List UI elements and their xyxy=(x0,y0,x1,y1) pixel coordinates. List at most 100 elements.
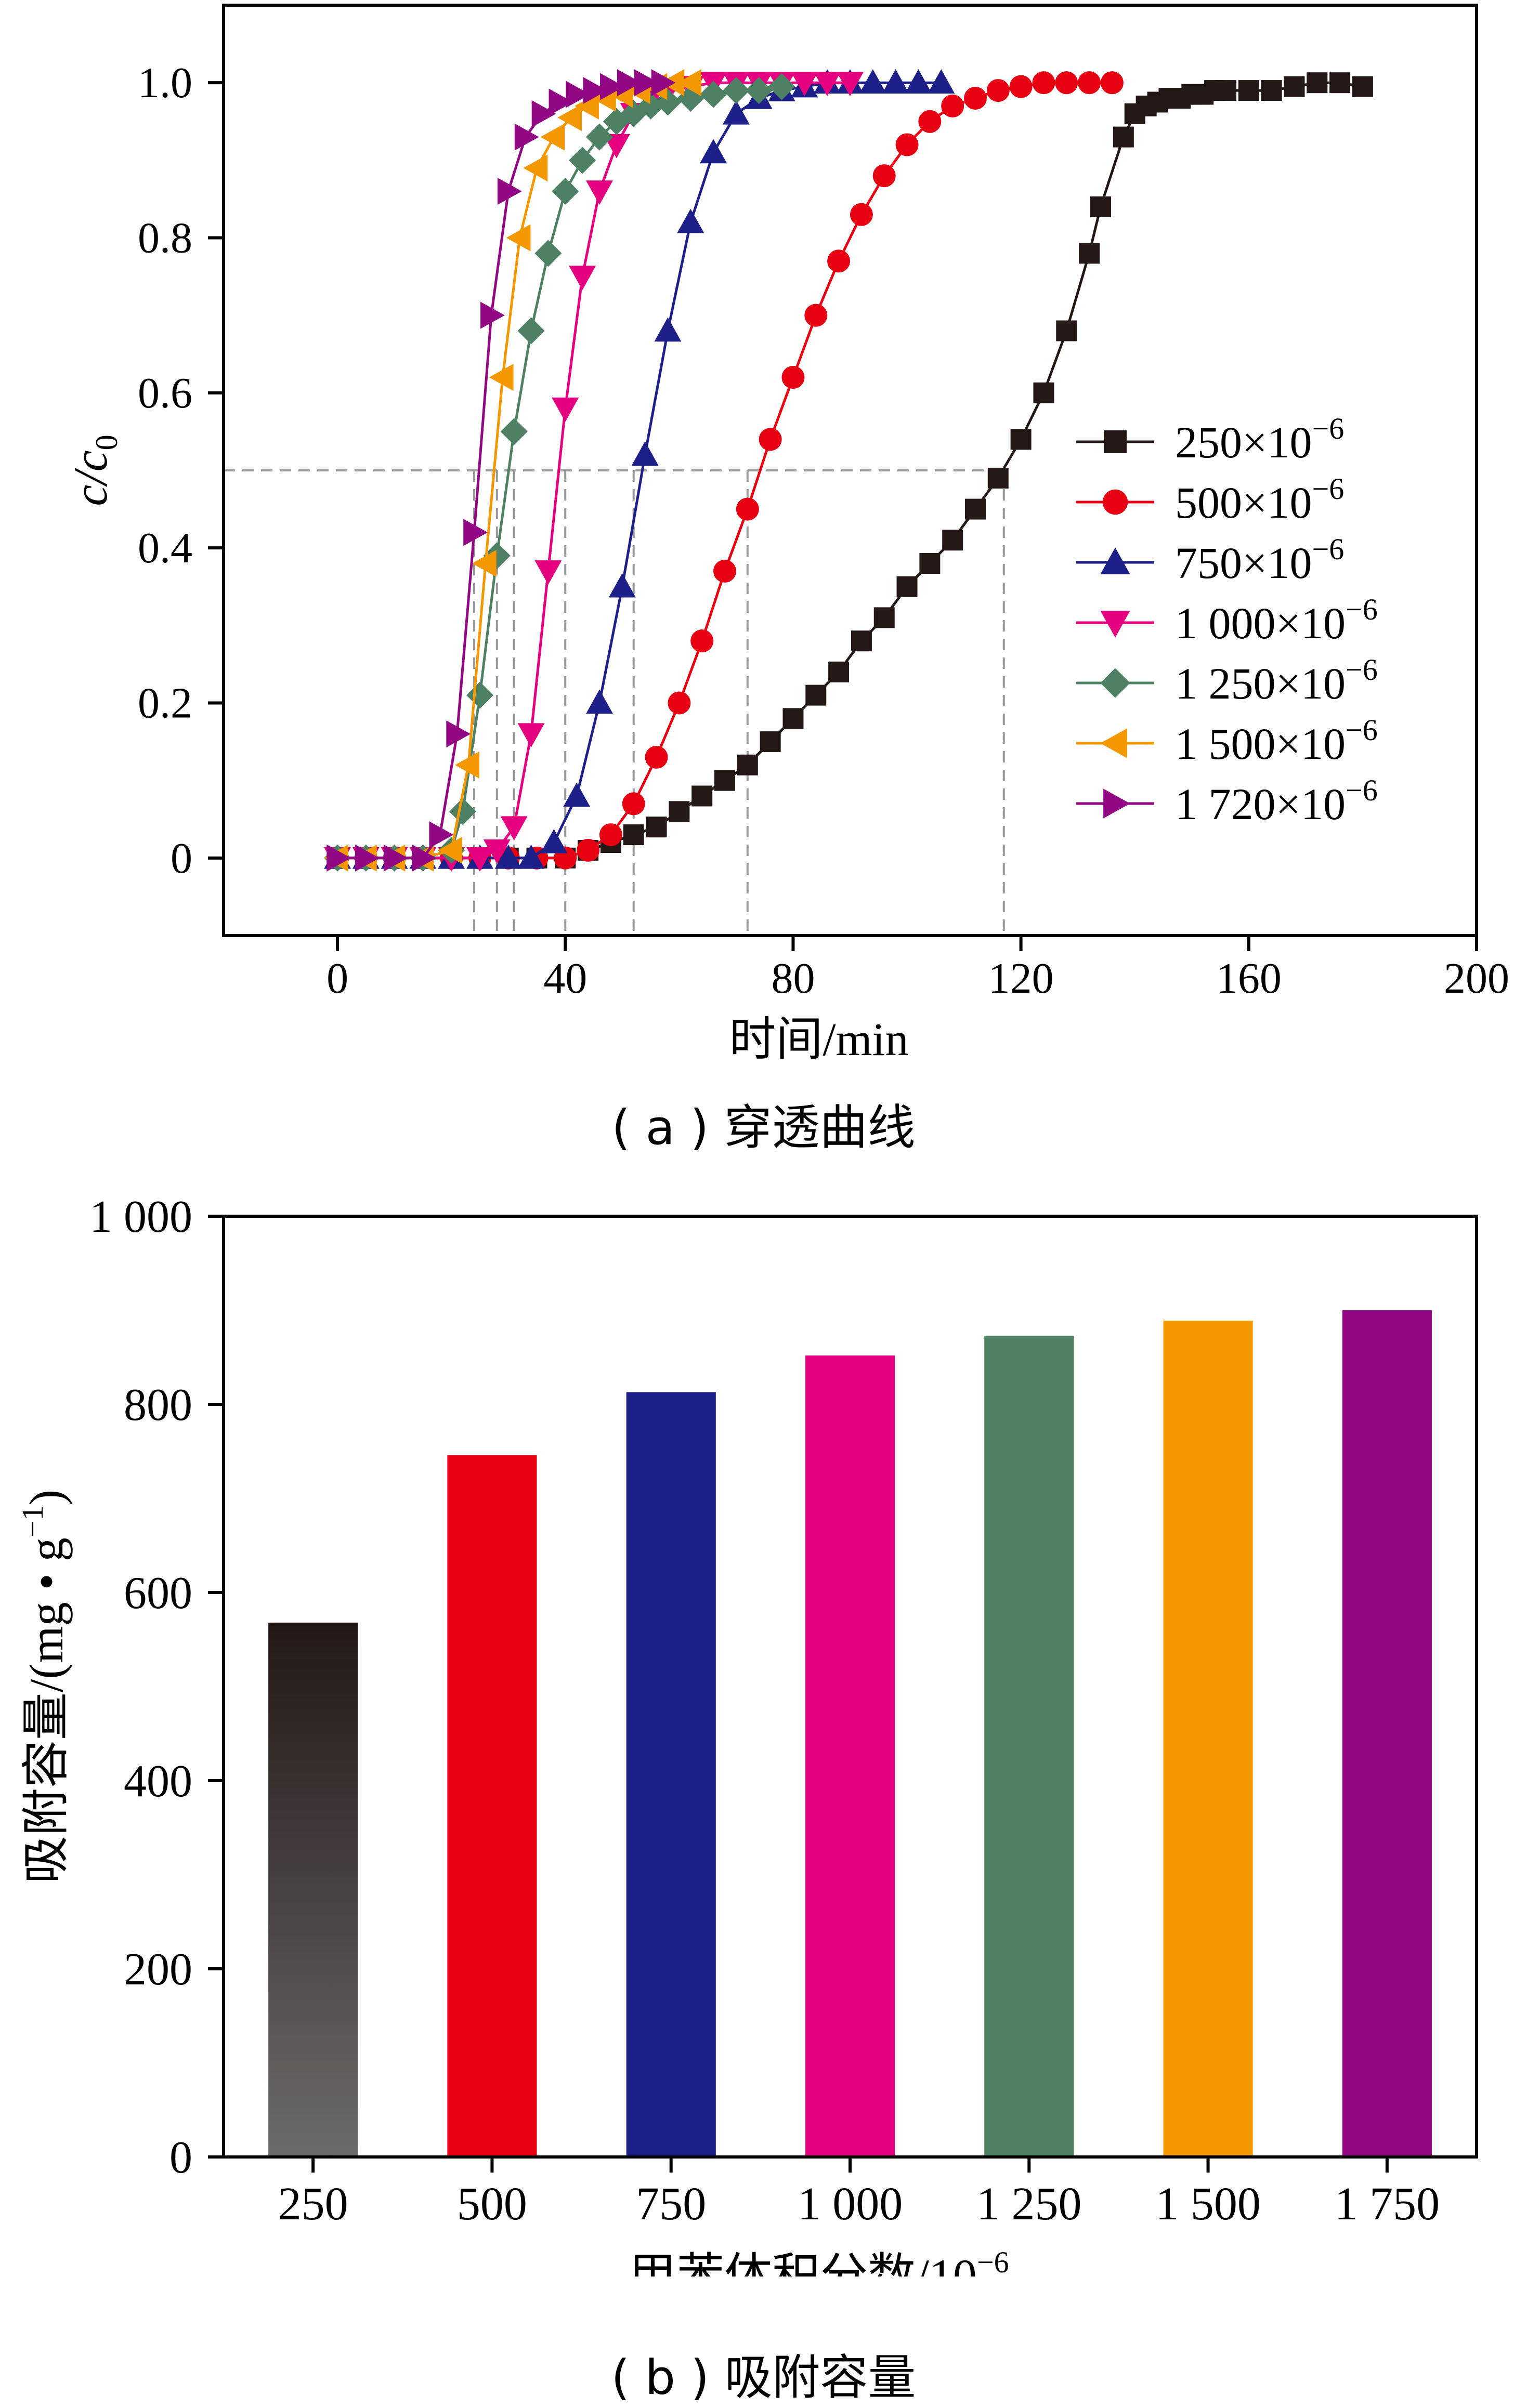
x-tick-label: 500 xyxy=(457,2178,527,2230)
x-tick-label: 1 750 xyxy=(1335,2178,1440,2230)
data-point xyxy=(1079,243,1100,264)
data-point xyxy=(714,770,735,791)
data-point xyxy=(355,844,380,872)
y-tick-label: 0 xyxy=(169,2133,192,2183)
data-point xyxy=(534,560,562,585)
caption-a: ( a ) 穿透曲线 xyxy=(611,1100,916,1155)
legend-label: 500×10−6 xyxy=(1175,472,1344,528)
x-tick-label: 160 xyxy=(1216,954,1282,1003)
legend-label: 1 000×10−6 xyxy=(1175,593,1378,648)
data-point xyxy=(928,69,955,94)
data-point xyxy=(383,844,408,872)
data-point xyxy=(827,249,851,273)
y-tick-label: 800 xyxy=(124,1380,192,1430)
data-point xyxy=(986,79,1010,102)
data-point xyxy=(700,81,727,108)
data-point xyxy=(494,844,522,869)
data-point xyxy=(489,364,514,391)
data-point xyxy=(654,317,682,342)
data-point xyxy=(919,553,941,574)
data-point xyxy=(1009,75,1033,98)
data-point xyxy=(1010,429,1032,450)
data-point xyxy=(850,203,873,226)
legend-label: 250×10−6 xyxy=(1175,412,1344,467)
data-point xyxy=(449,798,477,825)
data-point xyxy=(517,844,545,869)
data-point xyxy=(859,69,886,94)
data-point xyxy=(700,139,727,164)
bar xyxy=(268,1622,358,2157)
legend-exponent: −6 xyxy=(1346,713,1378,747)
x-tick-label: 80 xyxy=(771,954,815,1003)
data-point xyxy=(600,73,624,100)
legend-exponent: −6 xyxy=(1346,653,1378,687)
y-axis-label-exponent: −1 xyxy=(16,1505,49,1537)
y-tick-label: 0.2 xyxy=(138,679,192,728)
data-point xyxy=(1284,76,1305,97)
data-point xyxy=(446,720,471,748)
data-point xyxy=(745,77,773,104)
data-point xyxy=(805,685,827,706)
data-point xyxy=(523,154,548,182)
data-point xyxy=(651,69,676,97)
breakthrough-chart: 0 40 80 120 160 200 0 0.2 0.4 0.6 0.8 1.0 时间/min c/c0… xyxy=(64,4,1509,1065)
data-point xyxy=(722,77,750,104)
x-tick-label: 200 xyxy=(1444,954,1509,1003)
data-point xyxy=(1056,320,1077,341)
data-point xyxy=(918,110,942,133)
plot-frame xyxy=(222,4,1478,937)
data-point xyxy=(466,847,493,872)
legend-marker xyxy=(1102,489,1128,515)
y-axis-label: 吸附容量/(mg • g−1) xyxy=(16,1490,73,1884)
data-point xyxy=(583,77,608,104)
data-point xyxy=(455,751,479,779)
y-tick-label: 1 000 xyxy=(89,1192,192,1242)
data-point xyxy=(895,133,919,156)
y-tick-label: 0.6 xyxy=(138,369,192,417)
data-point xyxy=(569,147,596,174)
data-point xyxy=(549,88,573,116)
data-point xyxy=(517,317,545,345)
data-point xyxy=(987,467,1009,489)
data-point xyxy=(736,497,759,521)
data-point xyxy=(872,164,896,188)
data-point xyxy=(677,69,702,97)
data-point xyxy=(531,100,556,127)
data-point xyxy=(646,817,667,838)
data-point xyxy=(586,180,613,205)
data-point xyxy=(631,441,659,466)
data-point xyxy=(540,829,568,853)
legend-marker xyxy=(1104,430,1127,453)
data-point xyxy=(942,530,963,551)
data-point xyxy=(586,689,613,714)
caption-b: ( b ) 吸附容量 xyxy=(611,2350,916,2405)
x-axis-label: 时间/min xyxy=(729,1014,908,1065)
legend-exponent: −6 xyxy=(1346,773,1378,807)
x-tick-label: 250 xyxy=(278,2178,348,2230)
data-point xyxy=(552,397,579,422)
y-axis-label: c/c0 xyxy=(64,435,124,506)
data-point xyxy=(517,723,545,748)
data-point xyxy=(768,73,795,100)
legend-label: 1 500×10−6 xyxy=(1175,713,1378,769)
data-point xyxy=(1055,71,1078,95)
data-point xyxy=(1238,80,1259,101)
data-point xyxy=(1329,72,1351,94)
data-point xyxy=(540,123,565,151)
legend-marker xyxy=(1100,728,1127,758)
plot-frame xyxy=(222,1215,1478,2159)
legend-marker xyxy=(1100,668,1130,698)
data-point xyxy=(905,69,932,94)
bar xyxy=(1163,1320,1253,2157)
data-point xyxy=(1113,126,1134,148)
bars xyxy=(268,1310,1432,2157)
data-point xyxy=(804,304,828,327)
data-point xyxy=(760,731,781,753)
data-point xyxy=(552,178,579,205)
bar xyxy=(447,1455,537,2157)
data-point xyxy=(438,836,462,864)
data-point xyxy=(557,104,582,131)
data-point xyxy=(759,428,782,451)
